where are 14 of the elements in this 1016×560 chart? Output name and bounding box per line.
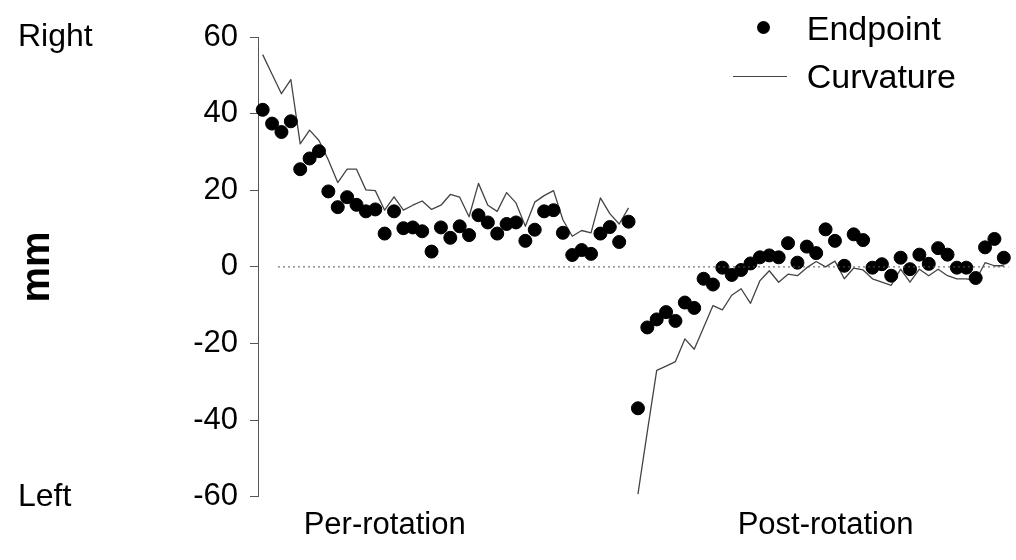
- x-tick-label: Post-rotation: [737, 505, 914, 541]
- legend-label: Endpoint: [806, 8, 941, 48]
- y-tick-label: 40: [203, 94, 238, 130]
- y-tick-label: 60: [203, 17, 238, 53]
- y-tick-label: 0: [220, 247, 238, 283]
- y-tick-label: 20: [203, 170, 238, 206]
- y-tick-label: -20: [193, 324, 238, 360]
- text: Right: [18, 16, 93, 53]
- y-axis-title: mm: [13, 231, 58, 303]
- y-tick-label: -40: [193, 400, 238, 436]
- text: Left: [18, 476, 72, 513]
- legend-label: Curvature: [806, 56, 956, 96]
- x-tick-label: Per-rotation: [303, 505, 466, 541]
- y-tick-label: -60: [193, 477, 238, 513]
